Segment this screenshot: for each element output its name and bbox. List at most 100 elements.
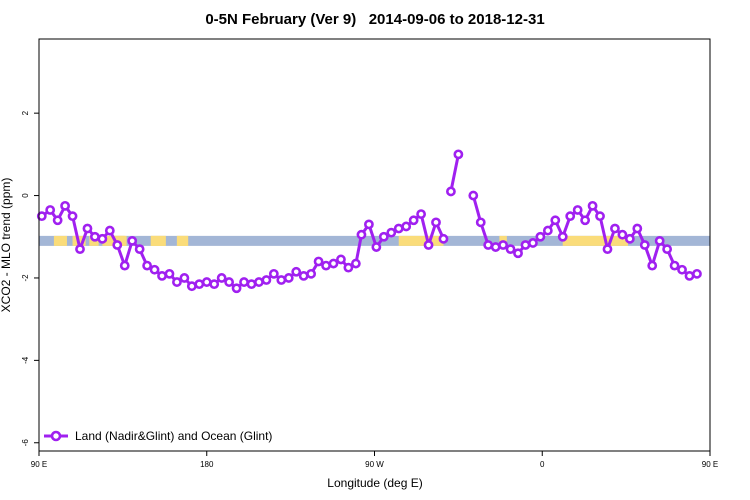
data-point	[654, 235, 665, 246]
data-point	[557, 231, 568, 242]
y-tick-label: -2	[21, 274, 30, 282]
data-point	[550, 215, 561, 226]
series-layer	[36, 149, 702, 294]
data-point	[535, 231, 546, 242]
data-point	[82, 223, 93, 234]
data-point	[291, 266, 302, 277]
data-point	[423, 240, 434, 250]
data-point	[572, 205, 583, 215]
data-point	[475, 217, 486, 228]
y-axis: -6 -4 -2 0 2	[21, 110, 39, 446]
data-point	[268, 268, 279, 279]
data-point	[624, 233, 635, 244]
data-point	[90, 231, 100, 242]
data-point	[632, 223, 643, 234]
y-tick-label: 0	[21, 193, 30, 198]
data-point	[134, 244, 145, 255]
data-point	[306, 268, 317, 279]
data-point	[386, 227, 397, 238]
data-point	[97, 233, 108, 244]
data-point	[446, 186, 456, 197]
data-point	[157, 270, 167, 281]
data-point	[36, 211, 47, 222]
data-point	[498, 240, 509, 250]
data-point	[587, 200, 598, 211]
data-point	[142, 260, 153, 271]
data-point	[283, 273, 294, 283]
series-line	[40, 204, 445, 290]
data-point	[639, 240, 650, 250]
data-point	[321, 260, 331, 271]
land-band-segment	[562, 235, 628, 246]
data-point	[580, 215, 591, 226]
data-point	[513, 248, 523, 259]
data-point	[254, 277, 264, 287]
data-point	[119, 260, 130, 271]
data-point	[104, 225, 115, 236]
data-point	[179, 273, 190, 283]
y-tick-label: -4	[21, 356, 30, 364]
land-band-segment	[176, 235, 189, 246]
data-point	[565, 211, 576, 222]
chart-title: 0-5N February (Ver 9) 2014-09-06 to 2018…	[205, 11, 544, 28]
data-point	[343, 262, 354, 273]
data-point	[172, 277, 182, 287]
data-point	[149, 264, 160, 275]
data-point	[528, 238, 538, 248]
data-point	[602, 244, 613, 255]
data-point	[617, 229, 628, 240]
data-point	[313, 256, 324, 267]
x-tick-label: 90 E	[31, 460, 47, 469]
land-band-segment	[53, 235, 67, 246]
legend-entry-text: Land (Nadir&Glint) and Ocean (Glint)	[75, 429, 272, 443]
data-point	[356, 229, 367, 240]
data-point	[261, 275, 272, 285]
data-point	[595, 211, 605, 222]
series-line	[471, 195, 698, 278]
data-point	[276, 275, 287, 285]
data-point	[209, 279, 220, 290]
land-band-segment	[150, 235, 166, 246]
data-point	[416, 209, 426, 219]
x-tick-label: 180	[200, 460, 214, 469]
data-point	[371, 242, 382, 252]
data-point	[350, 258, 361, 269]
data-point	[505, 244, 516, 255]
data-point	[224, 277, 235, 287]
x-axis: 90 E 180 90 W 0 90 E	[31, 451, 718, 469]
data-point	[75, 244, 85, 255]
x-tick-label: 90 E	[702, 460, 718, 469]
data-point	[393, 223, 404, 234]
data-point	[194, 279, 205, 290]
data-point	[112, 240, 123, 250]
data-point	[364, 219, 374, 230]
data-point	[677, 264, 687, 275]
data-point	[490, 242, 501, 252]
data-point	[692, 268, 702, 279]
data-point	[201, 277, 212, 287]
data-point	[431, 217, 441, 228]
data-point	[520, 240, 531, 250]
data-point	[67, 211, 78, 222]
data-point	[45, 205, 56, 215]
data-point	[231, 283, 242, 294]
data-point	[127, 235, 138, 246]
data-point	[328, 258, 339, 269]
data-point	[468, 190, 479, 201]
x-tick-label: 90 W	[365, 460, 384, 469]
data-point	[453, 149, 464, 160]
data-point	[669, 260, 680, 271]
land-band-segment	[102, 235, 114, 246]
data-point	[164, 268, 175, 279]
data-point	[662, 244, 673, 255]
data-point	[610, 223, 620, 234]
y-tick-label: -6	[21, 439, 30, 447]
legend: Land (Nadir&Glint) and Ocean (Glint)	[44, 429, 272, 443]
data-point	[483, 240, 494, 250]
data-point	[401, 221, 412, 232]
data-point	[684, 270, 695, 281]
data-point	[336, 254, 346, 265]
data-point	[216, 273, 227, 283]
y-tick-label: 2	[21, 110, 30, 115]
